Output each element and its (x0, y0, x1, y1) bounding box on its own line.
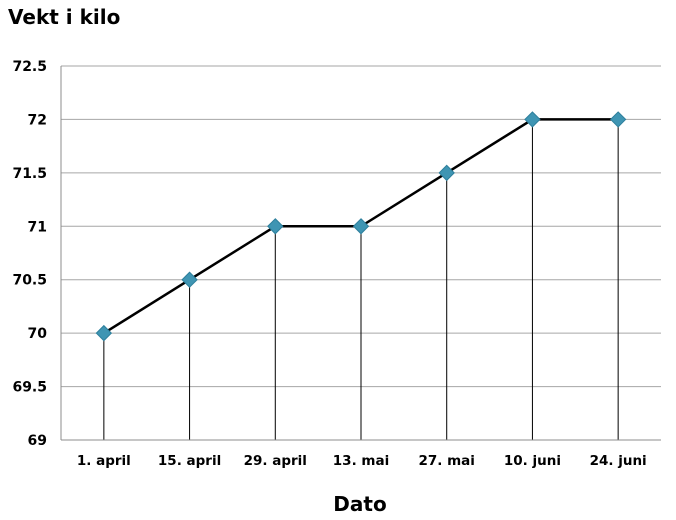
y-tick-label: 72.5 (12, 59, 47, 75)
y-tick-label: 72 (28, 112, 47, 128)
y-tick-label: 70.5 (12, 273, 47, 289)
x-tick-label: 15. april (158, 453, 221, 469)
x-tick-label: 13. mai (333, 453, 389, 469)
y-tick-label: 71 (28, 219, 47, 235)
x-tick-label: 10. juni (504, 453, 561, 469)
y-tick-label: 70 (28, 326, 48, 342)
x-axis-title: Dato (333, 492, 386, 516)
data-markers (95, 111, 627, 342)
data-point-marker (524, 111, 541, 128)
y-tick-label: 71.5 (12, 166, 47, 182)
drop-lines (103, 119, 619, 440)
x-tick-label: 24. juni (590, 453, 647, 469)
data-point-marker (95, 324, 113, 342)
data-point-marker (181, 271, 198, 288)
data-point-marker (438, 164, 455, 182)
data-point-marker (352, 218, 370, 235)
data-point-marker (609, 111, 627, 128)
x-tick-label: 29. april (244, 453, 307, 469)
x-tick-label: 1. april (77, 453, 131, 469)
x-tick-labels: 1. april 15. april 29. april 13. mai 27. mai… (77, 453, 647, 469)
y-axis-title: Vekt i kilo (8, 5, 120, 29)
y-tick-label: 69.5 (12, 380, 47, 396)
y-tick-label: 69 (28, 433, 47, 449)
x-tick-label: 27. mai (419, 453, 475, 469)
y-tick-labels: 69 69.5 70 70.5 71 71.5 72 72.5 (12, 59, 47, 449)
data-point-marker (267, 218, 284, 235)
axes (60, 66, 661, 441)
